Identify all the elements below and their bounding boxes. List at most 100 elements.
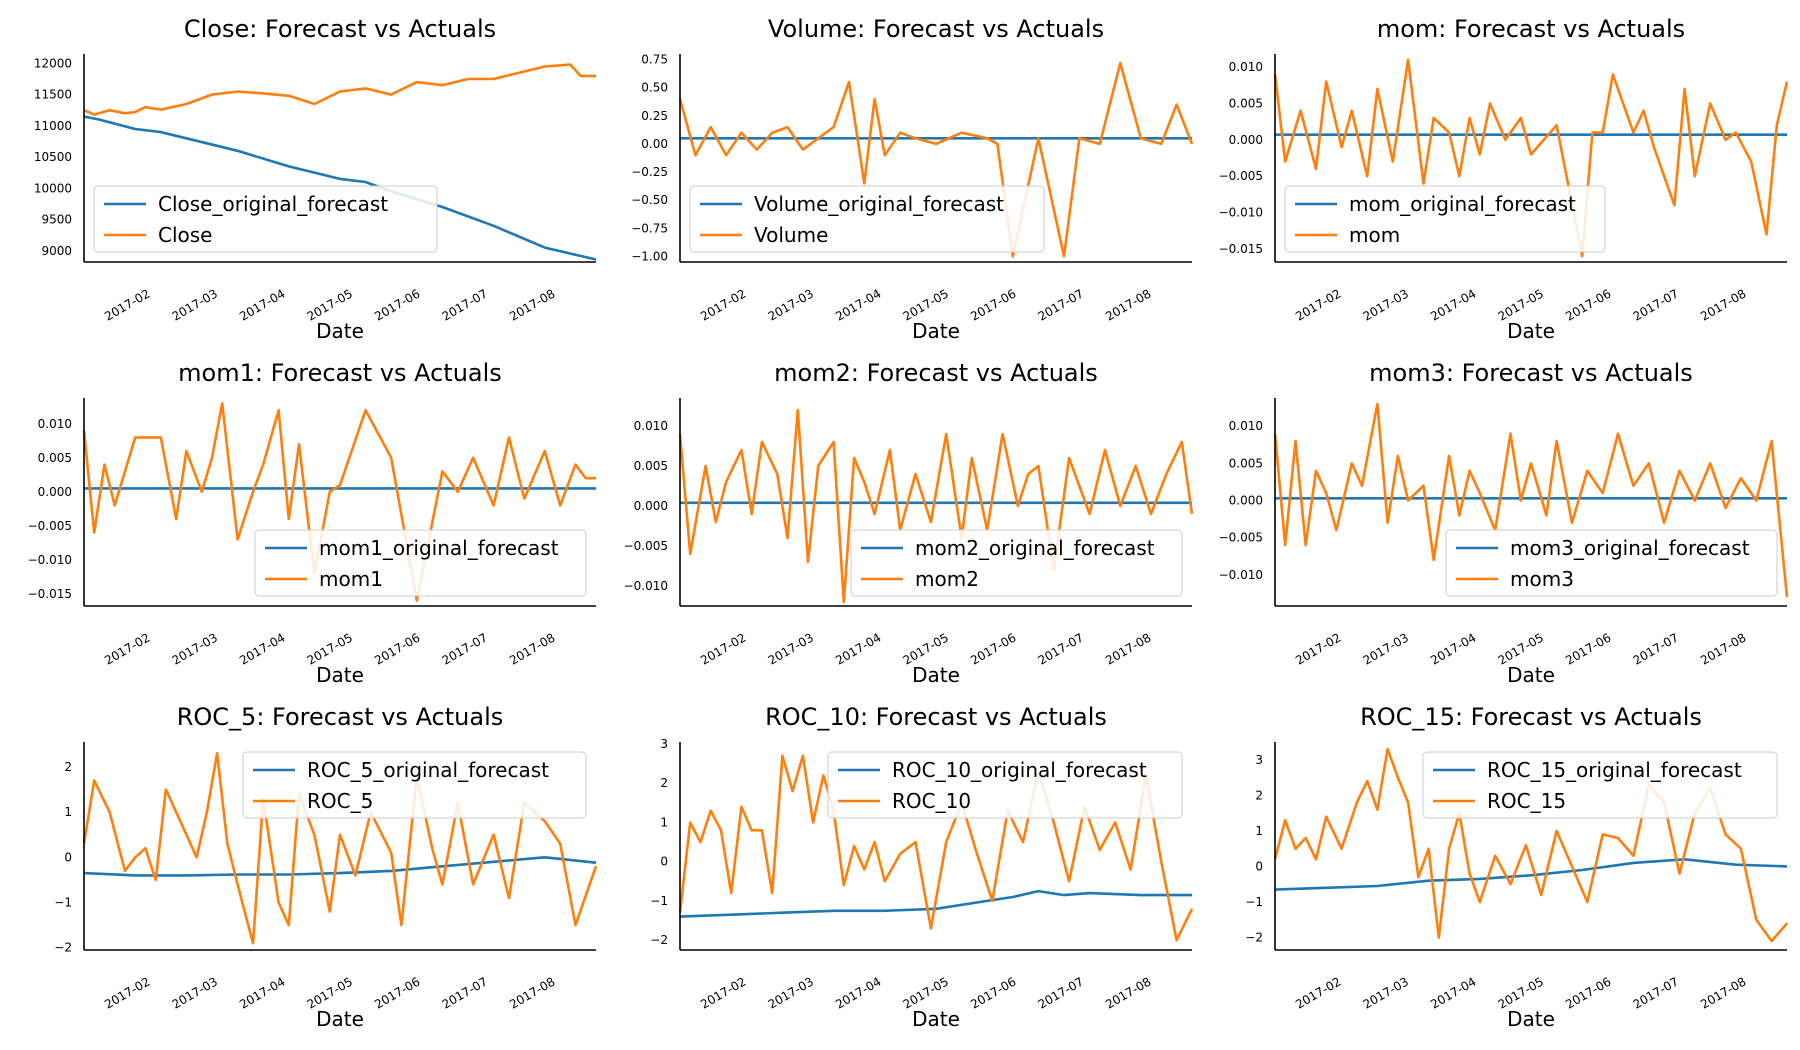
legend-box	[827, 751, 1183, 819]
y-tick-label: 0.005	[1229, 456, 1263, 470]
x-tick-label: 2017-04	[1428, 974, 1478, 1011]
legend-label: ROC_5_original_forecast	[307, 758, 549, 782]
y-tick-label: 0.25	[641, 109, 668, 123]
y-tick-label: −1	[1245, 895, 1263, 909]
x-tick-label: 2017-08	[507, 974, 557, 1011]
y-tick-label: −0.010	[1219, 568, 1263, 582]
y-tick-label: 9500	[41, 213, 72, 227]
x-axis-label: Date	[912, 663, 960, 687]
y-tick-label: −0.010	[1219, 206, 1263, 220]
x-axis-label: Date	[1507, 1007, 1555, 1031]
forecast-series-line	[83, 855, 597, 877]
legend: Close_original_forecast Close	[93, 185, 438, 253]
legend-label: ROC_15_original_forecast	[1487, 758, 1742, 782]
x-tick-label: 2017-04	[237, 630, 287, 667]
legend-box	[1445, 529, 1778, 597]
chart-title: ROC_5: Forecast vs Actuals	[177, 703, 504, 731]
x-tick-label: 2017-08	[507, 286, 557, 323]
legend-box	[1422, 751, 1778, 819]
legend-box	[850, 529, 1183, 597]
x-axis-label: Date	[316, 663, 364, 687]
legend-label: ROC_10	[892, 789, 971, 813]
y-tick-label: 0.005	[1229, 96, 1263, 110]
actual-series-line	[678, 61, 1194, 258]
x-tick-label: 2017-08	[1698, 974, 1748, 1011]
y-tick-label: −0.010	[624, 579, 668, 593]
y-tick-label: 0.010	[1229, 60, 1263, 74]
chart-panel-3: mom1: Forecast vs Actuals −0.015 −0.010 −0.…	[28, 359, 596, 687]
x-tick-label: 2017-08	[1103, 630, 1153, 667]
y-tick-label: 12000	[34, 56, 72, 70]
x-tick-label: 2017-07	[440, 630, 490, 667]
y-tick-label: −2	[54, 941, 72, 955]
chart-panel-7: ROC_10: Forecast vs Actuals −2 −1 0 1 2 3 2017-…	[650, 703, 1194, 1031]
x-tick-label: 2017-06	[1563, 974, 1613, 1011]
legend: ROC_10_original_forecast ROC_10	[827, 751, 1183, 819]
x-tick-label: 2017-07	[440, 286, 490, 323]
chart-panel-4: mom2: Forecast vs Actuals −0.010 −0.005 0.0…	[624, 359, 1194, 687]
x-tick-label: 2017-06	[372, 630, 422, 667]
legend-box	[242, 751, 587, 819]
x-axis-label: Date	[1507, 663, 1555, 687]
chart-panel-1: Volume: Forecast vs Actuals −1.00 −0.75 −0.…	[631, 15, 1194, 343]
x-axis-label: Date	[316, 319, 364, 343]
y-tick-label: 10000	[34, 181, 72, 195]
x-tick-label: 2017-04	[833, 286, 883, 323]
x-tick-label: 2017-07	[440, 974, 490, 1011]
y-tick-label: 11500	[34, 88, 72, 102]
y-tick-label: 0.000	[1229, 494, 1263, 508]
legend: mom3_original_forecast mom3	[1445, 529, 1778, 597]
y-tick-label: −0.015	[1219, 242, 1263, 256]
x-tick-label: 2017-07	[1036, 630, 1086, 667]
x-tick-label: 2017-08	[507, 630, 557, 667]
x-tick-label: 2017-06	[968, 974, 1018, 1011]
actual-series-line	[678, 408, 1194, 604]
legend-label: mom_original_forecast	[1349, 192, 1576, 216]
actual-series-line	[1273, 58, 1789, 258]
x-tick-label: 2017-03	[766, 286, 816, 323]
chart-title: mom3: Forecast vs Actuals	[1369, 359, 1693, 387]
x-tick-label: 2017-04	[237, 974, 287, 1011]
x-tick-label: 2017-03	[1361, 974, 1411, 1011]
x-tick-label: 2017-03	[766, 974, 816, 1011]
x-tick-label: 2017-06	[372, 974, 422, 1011]
y-tick-label: 1	[1255, 824, 1263, 838]
y-tick-label: −0.005	[624, 539, 668, 553]
forecast-series-line	[83, 115, 597, 261]
legend-box	[1284, 185, 1606, 253]
x-tick-label: 2017-07	[1036, 286, 1086, 323]
chart-title: ROC_15: Forecast vs Actuals	[1360, 703, 1702, 731]
legend-box	[254, 529, 587, 597]
chart-title: mom2: Forecast vs Actuals	[774, 359, 1098, 387]
x-tick-label: 2017-02	[698, 630, 748, 667]
legend-label: ROC_15	[1487, 789, 1566, 813]
x-tick-label: 2017-04	[237, 286, 287, 323]
legend-label: mom2_original_forecast	[915, 536, 1155, 560]
y-tick-label: 0.75	[641, 53, 668, 67]
chart-title: mom1: Forecast vs Actuals	[178, 359, 502, 387]
x-axis-label: Date	[912, 319, 960, 343]
y-tick-label: −0.75	[631, 221, 668, 235]
x-tick-label: 2017-02	[1293, 286, 1343, 323]
legend: mom2_original_forecast mom2	[850, 529, 1183, 597]
x-tick-label: 2017-03	[766, 630, 816, 667]
chart-panel-0: Close: Forecast vs Actuals 9000 9500 10000 1…	[34, 15, 597, 343]
y-tick-label: 0.000	[38, 485, 72, 499]
x-tick-label: 2017-03	[170, 630, 220, 667]
y-tick-label: 1	[660, 815, 668, 829]
x-tick-label: 2017-06	[1563, 286, 1613, 323]
y-tick-label: −2	[1245, 931, 1263, 945]
x-tick-label: 2017-06	[968, 630, 1018, 667]
x-tick-label: 2017-02	[1293, 974, 1343, 1011]
x-tick-label: 2017-07	[1631, 974, 1681, 1011]
y-tick-label: 1	[64, 805, 72, 819]
y-tick-label: 0	[64, 850, 72, 864]
y-tick-label: 2	[64, 760, 72, 774]
x-tick-label: 2017-07	[1631, 286, 1681, 323]
legend-label: mom2	[915, 567, 979, 591]
x-tick-label: 2017-07	[1036, 974, 1086, 1011]
legend-label: ROC_5	[307, 789, 373, 813]
y-tick-label: 0.005	[634, 459, 668, 473]
